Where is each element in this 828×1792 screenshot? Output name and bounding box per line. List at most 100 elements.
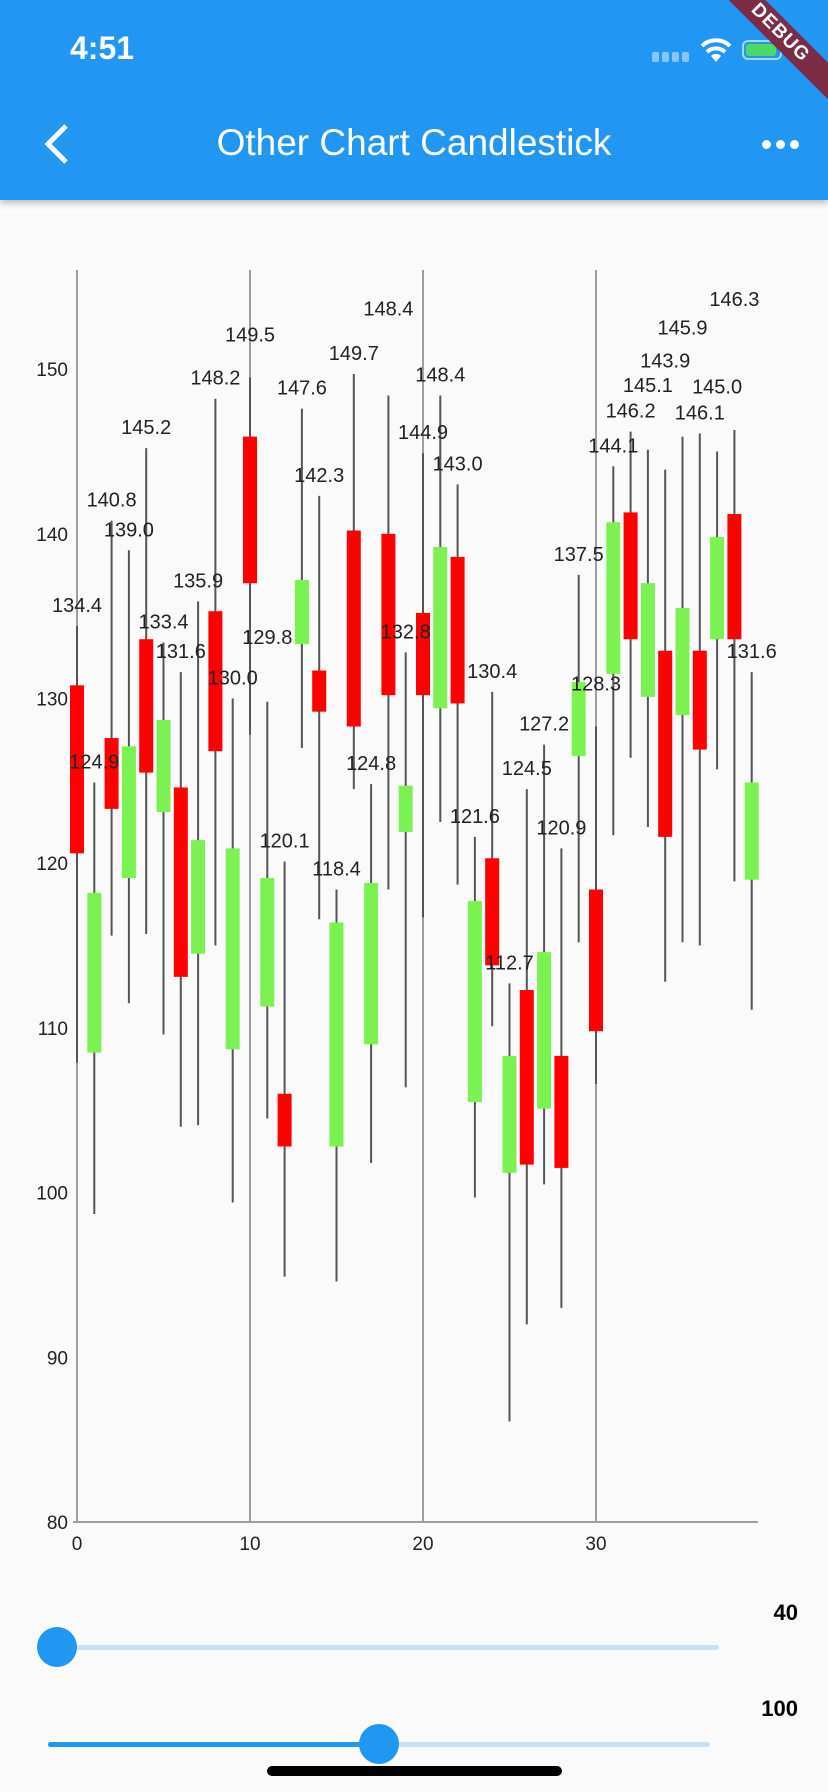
candle-high-label: 146.1: [675, 402, 725, 424]
candle-high-label: 147.6: [277, 378, 327, 400]
candle-high-label: 146.2: [606, 401, 656, 423]
candle-high-label: 128.3: [571, 673, 621, 695]
candle-body-up: [433, 546, 448, 709]
y-tick-label: 130: [36, 690, 68, 711]
candle-body-up: [225, 848, 240, 1050]
slider-1[interactable]: [37, 1627, 719, 1667]
candle-high-label: 137.5: [554, 544, 604, 566]
candle-body-up: [121, 746, 136, 879]
y-tick-label: 90: [47, 1348, 68, 1369]
candle-body-down: [173, 787, 188, 977]
slider-2[interactable]: [48, 1724, 710, 1764]
candle-high-label: 145.0: [692, 376, 742, 398]
candle-high-label: 129.8: [242, 627, 292, 649]
candle-body-down: [692, 650, 707, 750]
y-tick-label: 140: [36, 525, 68, 546]
candle-body-up: [571, 682, 586, 757]
candle-body-down: [346, 530, 361, 727]
candle-high-label: 149.5: [225, 324, 275, 346]
x-tick-label: 0: [72, 1534, 83, 1555]
candle-high-label: 120.1: [260, 831, 310, 853]
y-tick-label: 150: [36, 360, 68, 381]
candle-high-label: 145.2: [121, 417, 171, 439]
candle-high-label: 130.4: [467, 661, 517, 683]
candle-body-down: [277, 1093, 292, 1147]
slider-2-thumb[interactable]: [359, 1724, 399, 1764]
candle-high-label: 143.9: [640, 351, 690, 373]
candle-body-down: [450, 556, 465, 704]
candle-high-label: 143.0: [433, 453, 483, 475]
candle-high-label: 148.2: [190, 368, 240, 390]
candle-body-up: [606, 522, 621, 674]
slider-1-value: 40: [773, 1600, 798, 1625]
slider-1-thumb[interactable]: [37, 1627, 77, 1667]
wifi-icon: [700, 38, 732, 62]
candle-body-up: [710, 537, 725, 640]
candle-high-label: 133.4: [138, 612, 188, 634]
candle-body-down: [658, 650, 673, 837]
more-horizontal-icon[interactable]: [762, 140, 799, 149]
candle-high-label: 124.5: [502, 758, 552, 780]
candle-body-down: [312, 670, 327, 712]
candle-body-up: [537, 952, 552, 1109]
candle-high-label: 144.9: [398, 422, 448, 444]
candle-high-label: 131.6: [156, 641, 206, 663]
candle-high-label: 148.4: [363, 298, 413, 320]
candle-body-down: [208, 611, 223, 752]
home-indicator: [267, 1766, 562, 1776]
candle-high-label: 142.3: [294, 465, 344, 487]
candle-body-up: [294, 579, 309, 645]
candle-high-label: 118.4: [312, 859, 361, 881]
candle-high-label: 121.6: [450, 806, 500, 828]
candle-body-up: [364, 882, 379, 1045]
candle-high-label: 124.8: [346, 753, 396, 775]
y-tick-label: 110: [38, 1019, 68, 1040]
candle-body-up: [329, 922, 344, 1147]
candle-body-down: [623, 512, 638, 640]
candle-high-label: 134.4: [52, 595, 102, 617]
candle-body-down: [243, 436, 257, 584]
candle-high-label: 120.9: [536, 817, 586, 839]
chevron-left-icon[interactable]: [40, 122, 72, 166]
candle-high-label: 146.3: [709, 289, 759, 311]
app-bar: 4:51 Other Chart Candlestick: [0, 0, 828, 200]
candle-high-label: 140.8: [87, 490, 137, 512]
candle-high-label: 144.1: [588, 435, 638, 457]
candle-high-label: 139.0: [104, 519, 154, 541]
candle-high-label: 145.9: [657, 318, 707, 340]
candle-high-label: 124.9: [69, 751, 119, 773]
status-time: 4:51: [70, 30, 135, 66]
candle-body-down: [416, 612, 430, 696]
x-tick-label: 30: [585, 1534, 606, 1555]
candle-body-down: [727, 514, 742, 640]
candle-high-label: 149.7: [329, 343, 379, 365]
candle-body-down: [139, 639, 154, 773]
candle-body-up: [467, 901, 482, 1103]
candle-body-up: [156, 719, 171, 813]
candle-high-label: 145.1: [623, 375, 673, 397]
candle-body-down: [554, 1055, 569, 1168]
slider-2-active-track: [48, 1742, 379, 1747]
signal-icon: [652, 52, 689, 62]
slider-1-track[interactable]: [57, 1645, 719, 1650]
y-tick-label: 80: [47, 1513, 68, 1534]
candle-body-up: [260, 878, 275, 1007]
page-title: Other Chart Candlestick: [216, 122, 612, 163]
x-tick-label: 20: [412, 1534, 433, 1555]
candle-body-down: [519, 990, 534, 1165]
candle-high-label: 132.8: [381, 621, 431, 643]
candle-high-label: 131.6: [727, 641, 777, 663]
candle-high-label: 148.4: [415, 364, 465, 386]
candle-body-down: [589, 889, 603, 1032]
candle-high-label: 112.7: [485, 952, 534, 974]
x-tick-label: 10: [239, 1534, 260, 1555]
candle-body-up: [191, 840, 206, 954]
candle-body-down: [104, 738, 119, 809]
candle-body-down: [70, 685, 84, 854]
candle-high-label: 127.2: [519, 714, 569, 736]
candlestick-chart: 0 10 20 30 80 90 100 110 120 130 140 150 134.4 124.9 1…: [36, 270, 777, 1555]
candle-high-label: 135.9: [173, 570, 223, 592]
candle-body-up: [87, 892, 102, 1053]
slider-2-value: 100: [761, 1696, 798, 1721]
candle-body-up: [502, 1055, 517, 1173]
